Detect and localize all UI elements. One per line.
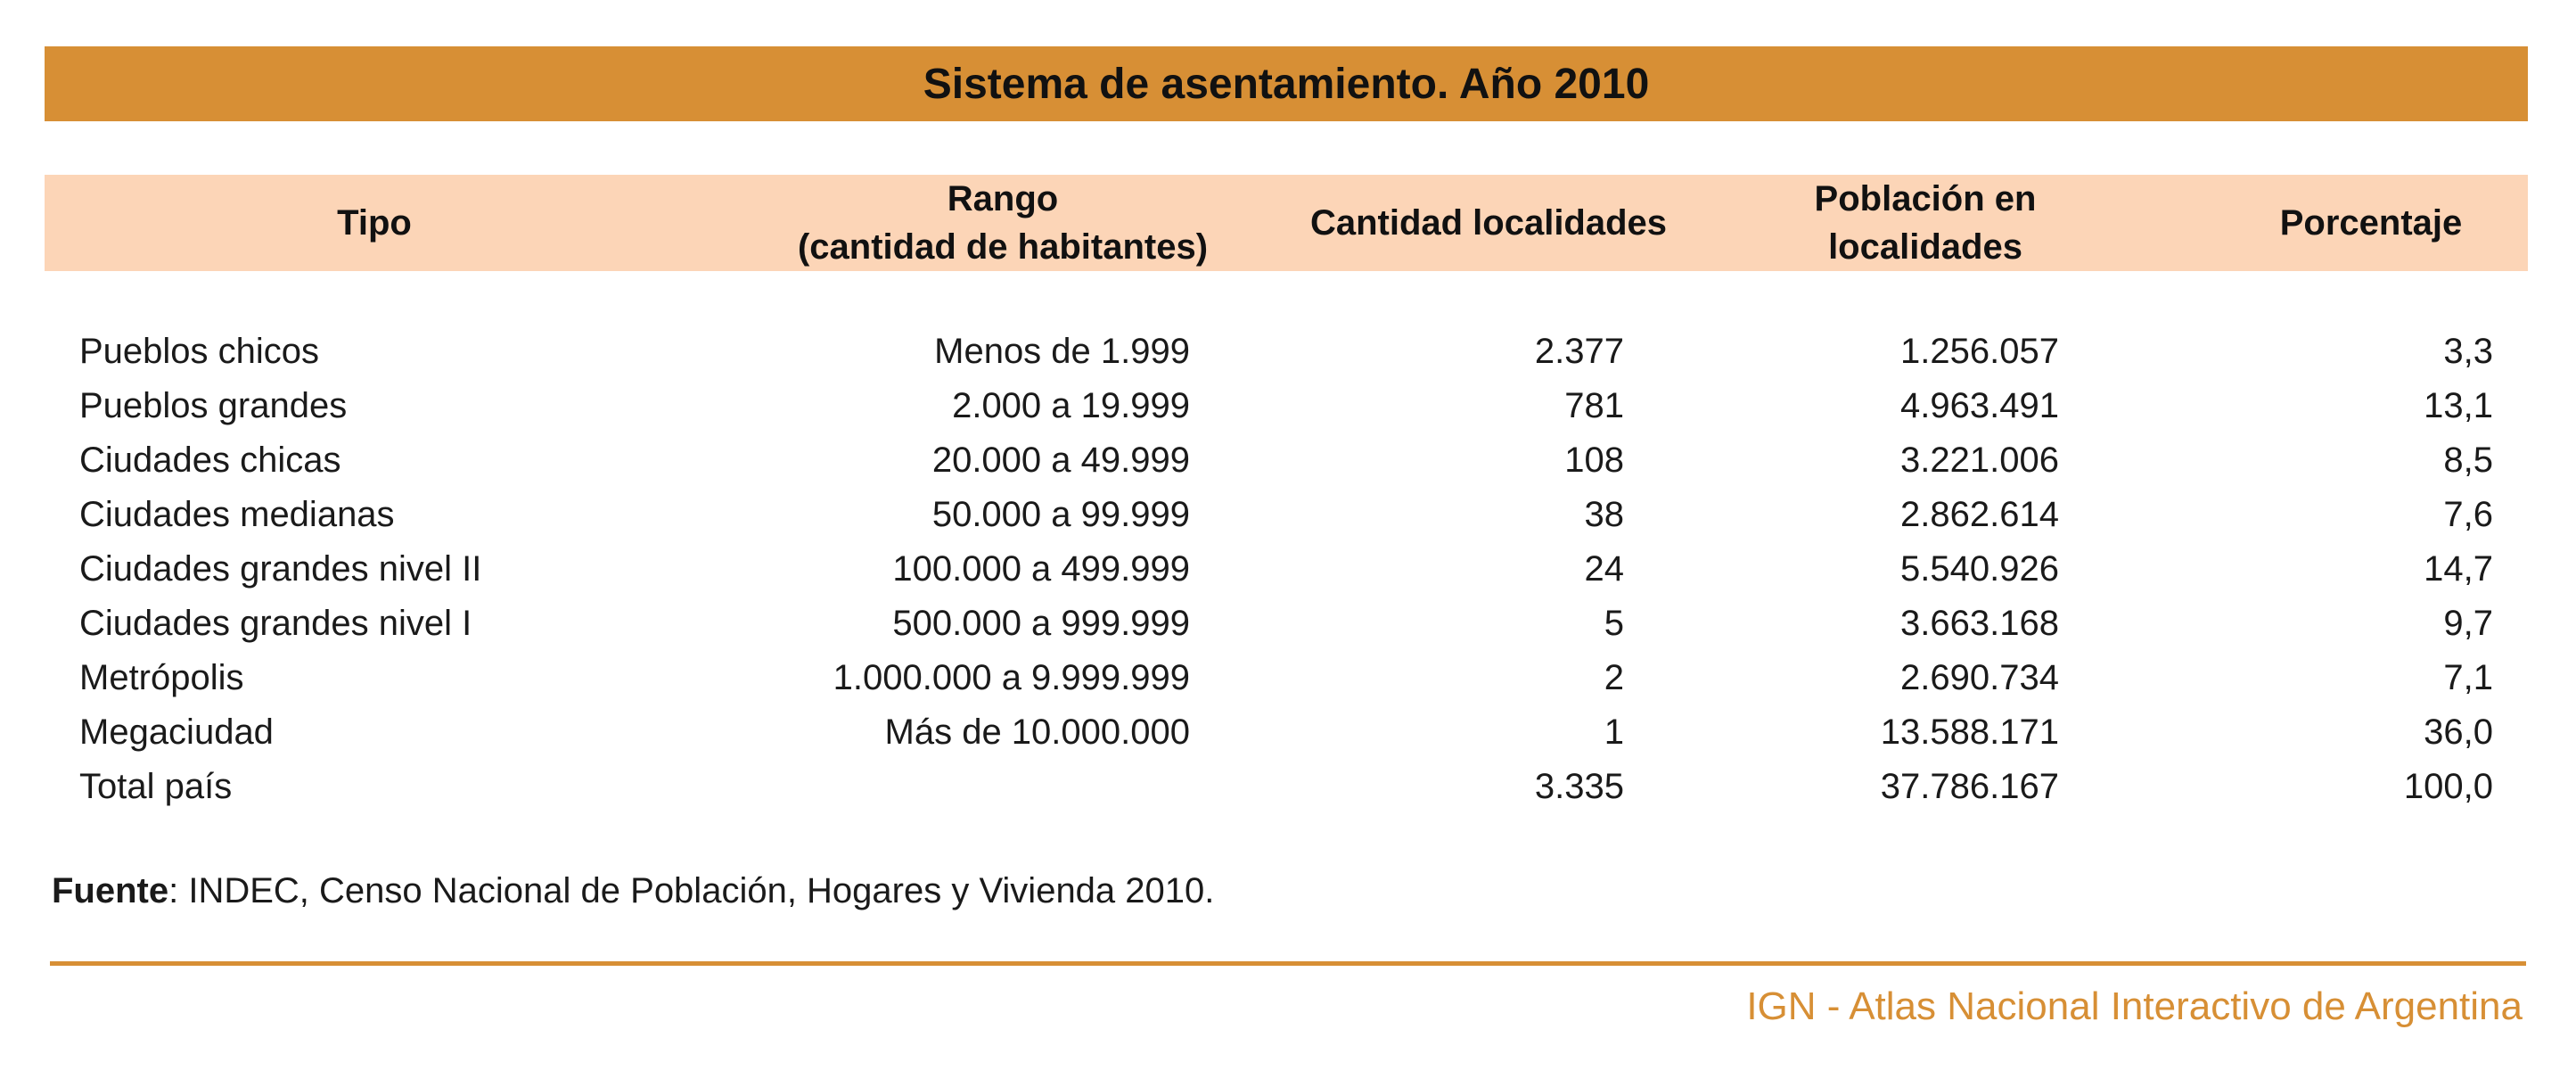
cell-poblacion: 37.786.167 <box>1880 767 2059 806</box>
cell-porcentaje: 8,5 <box>2443 441 2493 480</box>
cell-rango: 50.000 a 99.999 <box>931 495 1190 534</box>
cell-tipo: Pueblos chicos <box>79 332 320 371</box>
cell-tipo: Pueblos grandes <box>79 386 348 425</box>
column-header-label: Población en <box>1814 179 2037 218</box>
cell-tipo: Ciudades medianas <box>79 495 395 534</box>
cell-poblacion: 3.221.006 <box>1900 441 2059 480</box>
cell-poblacion: 4.963.491 <box>1900 386 2059 425</box>
cell-cantidad: 3.335 <box>1534 767 1624 806</box>
table-row: Pueblos chicos Menos de 1.999 2.377 1.256.0… <box>0 325 2576 379</box>
table-row: Ciudades grandes nivel II 100.000 a 499.9… <box>0 542 2576 597</box>
cell-rango: 1.000.000 a 9.999.999 <box>833 658 1190 697</box>
table-row: Ciudades chicas 20.000 a 49.999 108 3.221.0… <box>0 433 2576 488</box>
cell-poblacion: 3.663.168 <box>1900 604 2059 643</box>
cell-tipo: Metrópolis <box>79 658 244 697</box>
table-title-bar: Sistema de asentamiento. Año 2010 <box>45 46 2528 121</box>
table-row: Megaciudad Más de 10.000.000 1 13.588.171 36… <box>0 705 2576 760</box>
footer-divider <box>50 961 2526 966</box>
column-header-poblacion: Población en localidades <box>1649 175 2202 271</box>
cell-tipo: Megaciudad <box>79 712 274 752</box>
column-header-porcentaje: Porcentaje <box>2095 175 2576 271</box>
cell-cantidad: 108 <box>1564 441 1624 480</box>
table-row: Total país 3.335 37.786.167 100,0 <box>0 760 2576 814</box>
table-title: Sistema de asentamiento. Año 2010 <box>923 60 1650 108</box>
column-header-sublabel: (cantidad de habitantes) <box>797 227 1209 267</box>
cell-porcentaje: 14,7 <box>2424 549 2493 589</box>
table-header-row: Tipo Rango (cantidad de habitantes) Cant… <box>45 175 2528 271</box>
cell-rango: Menos de 1.999 <box>934 332 1190 371</box>
cell-porcentaje: 7,1 <box>2443 658 2493 697</box>
source-note: Fuente: INDEC, Censo Nacional de Poblaci… <box>52 866 1214 916</box>
table-row: Pueblos grandes 2.000 a 19.999 781 4.963.49… <box>0 379 2576 433</box>
column-header-label: Rango <box>947 179 1059 218</box>
cell-rango: 20.000 a 49.999 <box>931 441 1190 480</box>
table-row: Ciudades medianas 50.000 a 99.999 38 2.862.… <box>0 488 2576 542</box>
cell-tipo: Total país <box>79 767 233 806</box>
cell-rango: 2.000 a 19.999 <box>952 386 1190 425</box>
column-header-rango: Rango (cantidad de habitantes) <box>704 175 1301 271</box>
table-body: Pueblos chicos Menos de 1.999 2.377 1.256.0… <box>0 325 2576 814</box>
cell-porcentaje: 13,1 <box>2424 386 2493 425</box>
column-header-label: Porcentaje <box>2279 203 2463 243</box>
cell-poblacion: 5.540.926 <box>1900 549 2059 589</box>
cell-rango: 500.000 a 999.999 <box>892 604 1190 643</box>
cell-poblacion: 2.862.614 <box>1900 495 2059 534</box>
column-header-label: Tipo <box>337 203 412 243</box>
cell-porcentaje: 3,3 <box>2443 332 2493 371</box>
footer-credit: IGN - Atlas Nacional Interactivo de Arge… <box>1746 984 2523 1028</box>
cell-poblacion: 13.588.171 <box>1880 712 2059 752</box>
column-header-sublabel: localidades <box>1828 227 2022 267</box>
cell-porcentaje: 7,6 <box>2443 495 2493 534</box>
cell-cantidad: 24 <box>1584 549 1625 589</box>
cell-porcentaje: 36,0 <box>2424 712 2493 752</box>
cell-porcentaje: 9,7 <box>2443 604 2493 643</box>
table-row: Metrópolis 1.000.000 a 9.999.999 2 2.690.73… <box>0 651 2576 705</box>
column-header-tipo: Tipo <box>45 175 704 271</box>
source-text: : INDEC, Censo Nacional de Población, Ho… <box>168 871 1215 910</box>
cell-rango: 100.000 a 499.999 <box>892 549 1190 589</box>
column-header-label: Cantidad localidades <box>1309 203 1668 243</box>
cell-tipo: Ciudades grandes nivel II <box>79 549 482 589</box>
cell-cantidad: 781 <box>1564 386 1624 425</box>
cell-poblacion: 2.690.734 <box>1900 658 2059 697</box>
cell-cantidad: 5 <box>1604 604 1624 643</box>
source-label: Fuente <box>52 871 169 910</box>
table-row: Ciudades grandes nivel I 500.000 a 999.99… <box>0 597 2576 651</box>
cell-cantidad: 1 <box>1604 712 1624 752</box>
cell-cantidad: 2 <box>1604 658 1624 697</box>
column-header-cantidad: Cantidad localidades <box>1212 175 1765 271</box>
cell-poblacion: 1.256.057 <box>1900 332 2059 371</box>
cell-porcentaje: 100,0 <box>2403 767 2493 806</box>
cell-cantidad: 38 <box>1584 495 1625 534</box>
cell-tipo: Ciudades chicas <box>79 441 341 480</box>
cell-tipo: Ciudades grandes nivel I <box>79 604 472 643</box>
cell-cantidad: 2.377 <box>1534 332 1624 371</box>
cell-rango: Más de 10.000.000 <box>884 712 1190 752</box>
